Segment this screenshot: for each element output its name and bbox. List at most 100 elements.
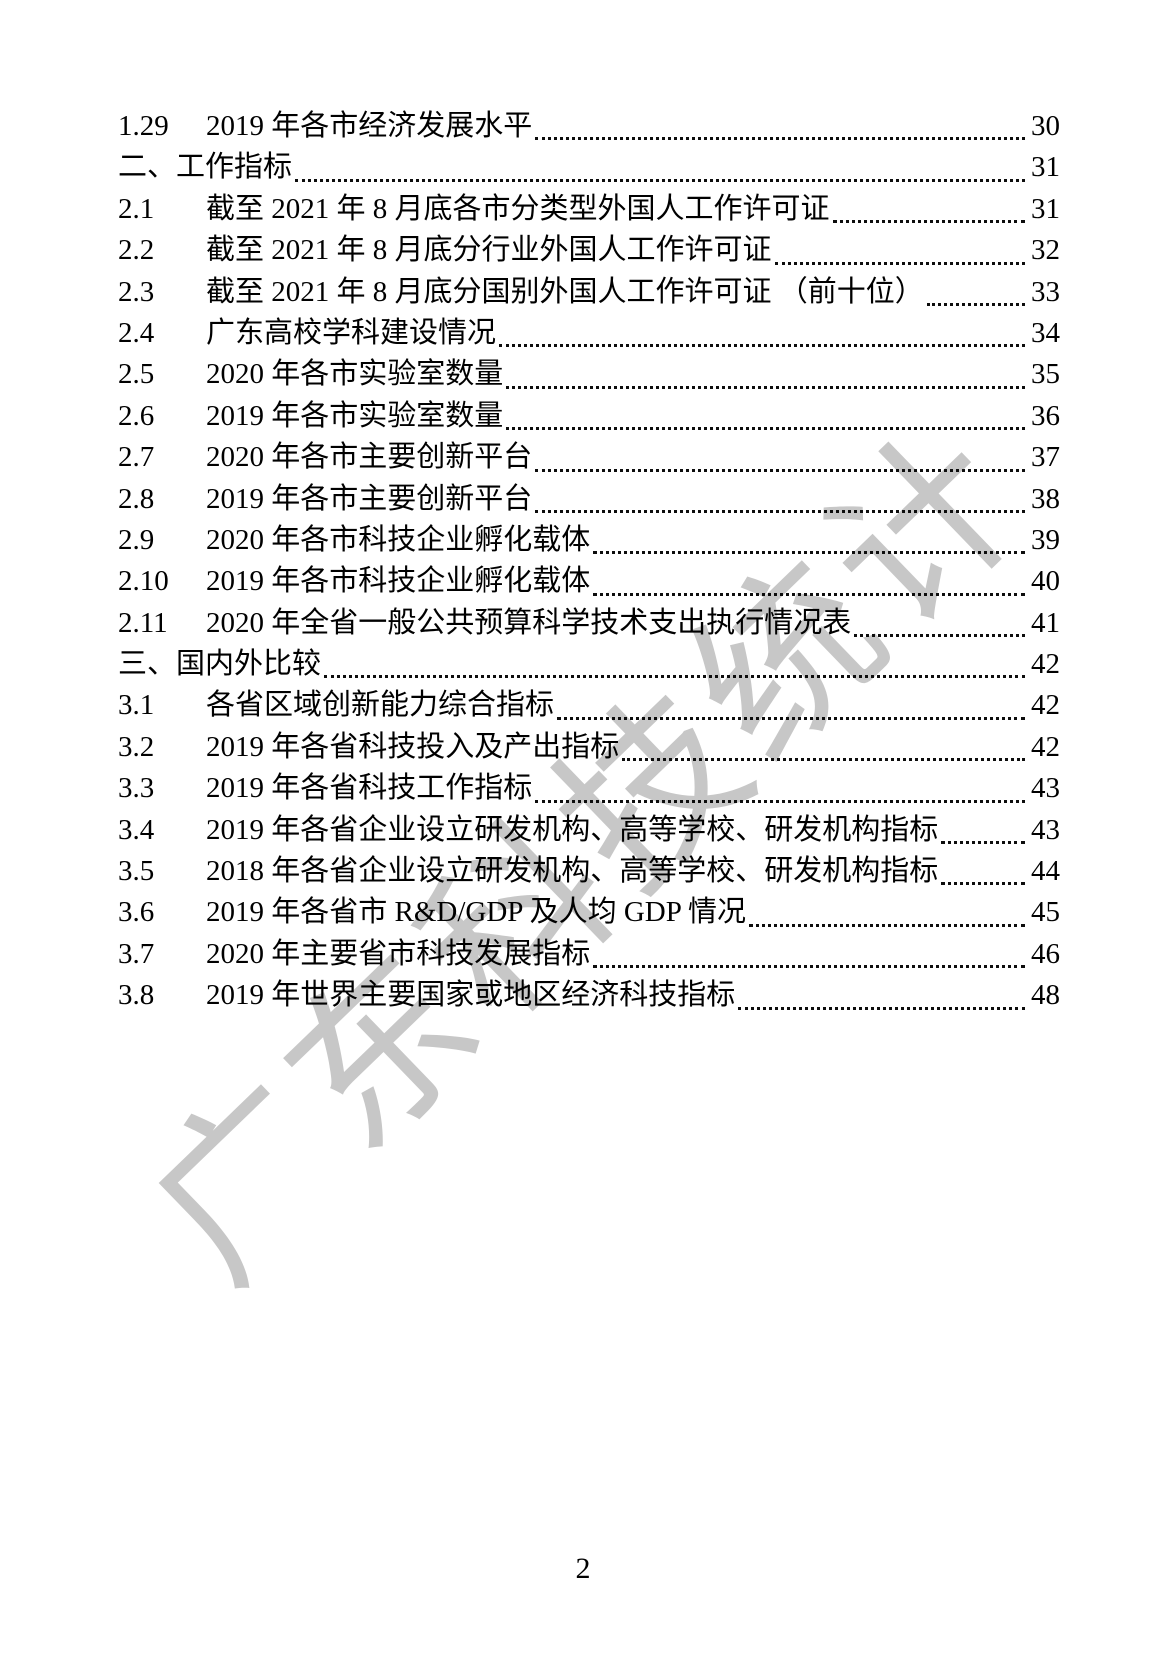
- toc-leader-dots: [593, 520, 1025, 561]
- toc-entry-page: 31: [1031, 192, 1060, 225]
- toc-leader-dots: [506, 396, 1025, 437]
- toc-entry[interactable]: 2.9 2020 年各市科技企业孵化载体 39: [118, 520, 1060, 561]
- toc-entry[interactable]: 2.6 2019 年各市实验室数量 36: [118, 396, 1060, 437]
- toc-entry-page: 43: [1031, 772, 1060, 805]
- toc-entry-title: 2019 年各市经济发展水平: [206, 110, 533, 142]
- toc-entry-number: 2.6: [118, 399, 155, 432]
- toc-leader-dots: [832, 189, 1026, 230]
- toc-entry[interactable]: 3.5 2018 年各省企业设立研发机构、高等学校、研发机构指标 44: [118, 851, 1060, 892]
- toc-entry-title: 截至 2021 年 8 月底分国别外国人工作许可证 （前十位）: [206, 275, 924, 308]
- toc-entry-title: 2018 年各省企业设立研发机构、高等学校、研发机构指标: [206, 855, 939, 888]
- toc-entry[interactable]: 1.29 2019 年各市经济发展水平 30: [118, 106, 1060, 147]
- toc: 1.29 2019 年各市经济发展水平 30 二、 工作指标 31 2.1 截至…: [118, 106, 1060, 1017]
- toc-entry-title: 各省区域创新能力综合指标: [206, 689, 555, 722]
- toc-leader-dots: [535, 479, 1025, 520]
- toc-entry-page: 38: [1031, 482, 1060, 515]
- toc-entry-number: 2.5: [118, 358, 155, 391]
- toc-entry-title: 2020 年主要省市科技发展指标: [206, 937, 591, 970]
- toc-entry-number: 3.5: [118, 855, 155, 888]
- toc-entry-page: 48: [1031, 979, 1060, 1012]
- toc-entry[interactable]: 3.6 2019 年各省市 R&D/GDP 及人均 GDP 情况 45: [118, 892, 1060, 933]
- toc-leader-dots: [749, 892, 1025, 933]
- toc-leader-dots: [535, 768, 1025, 809]
- toc-entry-page: 35: [1031, 358, 1060, 391]
- toc-entry-number: 3.6: [118, 896, 155, 929]
- toc-entry-title: 截至 2021 年 8 月底各市分类型外国人工作许可证: [206, 192, 830, 225]
- toc-entry-title: 截至 2021 年 8 月底分行业外国人工作许可证: [206, 234, 772, 267]
- toc-leader-dots: [926, 272, 1026, 313]
- toc-entry[interactable]: 三、 国内外比较 42: [118, 644, 1060, 685]
- toc-leader-dots: [535, 106, 1025, 147]
- toc-entry[interactable]: 3.4 2019 年各省企业设立研发机构、高等学校、研发机构指标 43: [118, 810, 1060, 851]
- toc-entry-number: 二、: [118, 151, 177, 184]
- toc-entry-title: 2019 年各市主要创新平台: [206, 482, 533, 515]
- toc-entry-page: 32: [1031, 234, 1060, 267]
- toc-entry-page: 46: [1031, 937, 1060, 970]
- toc-entry-title: 广东高校学科建设情况: [206, 316, 497, 349]
- toc-entry-number: 2.8: [118, 482, 155, 515]
- toc-leader-dots: [622, 727, 1025, 768]
- toc-leader-dots: [324, 644, 1025, 685]
- toc-entry-title: 工作指标: [176, 151, 293, 184]
- toc-entry[interactable]: 2.5 2020 年各市实验室数量 35: [118, 354, 1060, 395]
- toc-entry[interactable]: 2.11 2020 年全省一般公共预算科学技术支出执行情况表 41: [118, 603, 1060, 644]
- toc-entry[interactable]: 二、 工作指标 31: [118, 147, 1060, 188]
- toc-entry-page: 42: [1031, 730, 1060, 763]
- toc-entry-page: 34: [1031, 316, 1060, 349]
- toc-entry-title: 2019 年各市科技企业孵化载体: [206, 565, 591, 598]
- toc-entry[interactable]: 2.2 截至 2021 年 8 月底分行业外国人工作许可证 32: [118, 230, 1060, 271]
- toc-entry[interactable]: 3.7 2020 年主要省市科技发展指标 46: [118, 934, 1060, 975]
- toc-leader-dots: [593, 561, 1025, 602]
- toc-entry-page: 43: [1031, 813, 1060, 846]
- toc-leader-dots: [295, 147, 1025, 188]
- toc-entry-title: 2019 年各省科技工作指标: [206, 772, 533, 805]
- toc-entry-page: 44: [1031, 855, 1060, 888]
- toc-leader-dots: [506, 354, 1025, 395]
- toc-entry-page: 42: [1031, 689, 1060, 722]
- toc-entry-number: 2.3: [118, 275, 155, 308]
- toc-entry[interactable]: 3.2 2019 年各省科技投入及产出指标 42: [118, 727, 1060, 768]
- page-number: 2: [575, 1552, 591, 1585]
- toc-entry-title: 2019 年各省科技投入及产出指标: [206, 730, 620, 763]
- toc-leader-dots: [738, 975, 1025, 1016]
- toc-entry-title: 2020 年各市主要创新平台: [206, 441, 533, 474]
- toc-entry[interactable]: 3.3 2019 年各省科技工作指标 43: [118, 768, 1060, 809]
- toc-entry[interactable]: 3.1 各省区域创新能力综合指标 42: [118, 685, 1060, 726]
- toc-entry-page: 37: [1031, 441, 1060, 474]
- toc-leader-dots: [941, 810, 1025, 851]
- toc-entry-number: 2.1: [118, 192, 155, 225]
- toc-entry-page: 30: [1031, 110, 1060, 142]
- toc-entry[interactable]: 2.10 2019 年各市科技企业孵化载体 40: [118, 561, 1060, 602]
- toc-entry-title: 国内外比较: [176, 648, 322, 681]
- toc-entry-number: 3.3: [118, 772, 155, 805]
- toc-entry-title: 2020 年各市实验室数量: [206, 358, 504, 391]
- toc-leader-dots: [941, 851, 1025, 892]
- toc-entry[interactable]: 3.8 2019 年世界主要国家或地区经济科技指标 48: [118, 975, 1060, 1016]
- toc-entry-number: 2.11: [118, 606, 168, 639]
- toc-entry-title: 2019 年各省市 R&D/GDP 及人均 GDP 情况: [206, 896, 747, 929]
- toc-entry-number: 2.7: [118, 441, 155, 474]
- toc-entry-number: 3.7: [118, 937, 155, 970]
- toc-leader-dots: [593, 934, 1025, 975]
- toc-entry-title: 2019 年各省企业设立研发机构、高等学校、研发机构指标: [206, 813, 939, 846]
- toc-entry-number: 1.29: [118, 110, 169, 142]
- toc-entry[interactable]: 2.7 2020 年各市主要创新平台 37: [118, 437, 1060, 478]
- toc-entry-number: 2.2: [118, 234, 155, 267]
- toc-entry-page: 45: [1031, 896, 1060, 929]
- toc-entry[interactable]: 2.1 截至 2021 年 8 月底各市分类型外国人工作许可证 31: [118, 189, 1060, 230]
- toc-entry[interactable]: 2.8 2019 年各市主要创新平台 38: [118, 479, 1060, 520]
- toc-entry-number: 3.8: [118, 979, 155, 1012]
- toc-leader-dots: [774, 230, 1026, 271]
- toc-entry-number: 2.10: [118, 565, 169, 598]
- toc-leader-dots: [557, 685, 1025, 726]
- toc-leader-dots: [499, 313, 1025, 354]
- toc-entry-number: 3.2: [118, 730, 155, 763]
- toc-entry-title: 2020 年各市科技企业孵化载体: [206, 523, 591, 556]
- toc-entry[interactable]: 2.3 截至 2021 年 8 月底分国别外国人工作许可证 （前十位） 33: [118, 272, 1060, 313]
- toc-entry[interactable]: 2.4 广东高校学科建设情况 34: [118, 313, 1060, 354]
- toc-entry-page: 36: [1031, 399, 1060, 432]
- toc-entry-page: 40: [1031, 565, 1060, 598]
- toc-leader-dots: [535, 437, 1025, 478]
- toc-entry-number: 三、: [118, 648, 177, 681]
